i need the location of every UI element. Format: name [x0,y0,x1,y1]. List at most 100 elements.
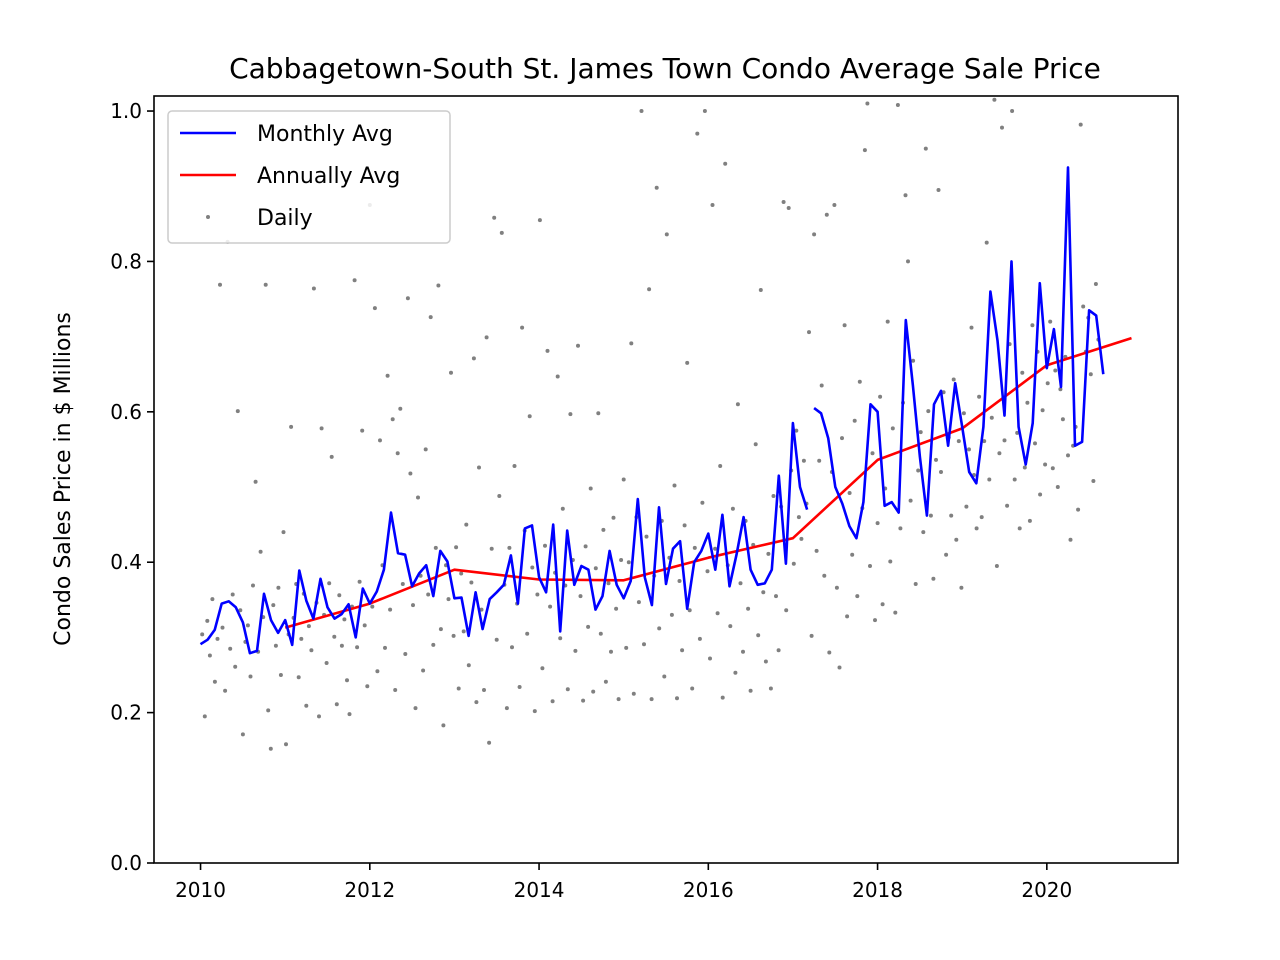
daily-point [959,585,964,590]
daily-point [616,697,621,702]
daily-point [718,464,723,468]
daily-point [477,465,481,470]
daily-point [1091,479,1096,483]
daily-point [245,623,250,628]
daily-point [720,695,725,700]
daily-point [1076,507,1081,512]
daily-point [375,669,380,674]
daily-point [761,590,766,595]
x-tick-label: 2016 [683,878,734,902]
daily-point [365,684,370,689]
daily-point [281,530,286,535]
daily-point [967,447,971,452]
legend-box [167,110,451,244]
y-tick-label: 0.4 [110,550,142,574]
daily-point [408,471,413,476]
x-tick-label: 2014 [514,878,565,902]
daily-point [248,674,253,679]
daily-point [1022,465,1027,470]
legend: Monthly Avg Annually Avg Daily [167,110,451,244]
daily-point [918,430,923,435]
daily-point [233,664,238,669]
daily-point [1068,537,1073,542]
daily-point [1017,526,1022,531]
daily-point [629,341,634,346]
daily-point [682,523,687,528]
daily-point [383,645,387,650]
daily-point [499,230,504,235]
daily-point [781,200,786,204]
daily-point [791,561,796,566]
daily-point [949,513,954,518]
daily-point [893,610,898,615]
daily-point [809,633,814,638]
daily-point [421,668,426,673]
daily-point [588,486,593,491]
daily-point [581,698,586,703]
daily-point [888,559,893,564]
daily-point [1010,109,1015,113]
x-axis: 2010 2012 2014 2016 2018 2020 [175,863,1072,902]
daily-point [921,530,926,535]
monthly-avg-layer [199,166,1105,655]
x-tick-label: 2020 [1021,878,1072,902]
daily-point [1038,492,1043,497]
daily-point [956,439,961,444]
daily-point [433,545,438,550]
daily-point [631,691,636,696]
daily-point [1078,122,1083,127]
daily-point [390,417,395,422]
daily-point [347,712,352,717]
daily-point [994,564,999,568]
daily-point [989,415,994,420]
daily-point [1050,466,1055,471]
daily-point [822,573,827,578]
daily-point [735,402,740,407]
daily-point [487,740,492,745]
daily-point [626,560,631,565]
daily-point [543,543,547,548]
daily-point [794,428,799,433]
daily-point [812,232,817,237]
daily-point [545,348,550,353]
daily-point [624,645,629,650]
daily-point [512,464,517,468]
daily-point [814,548,819,553]
daily-point [520,325,525,330]
daily-point [916,468,921,473]
daily-point [758,288,763,292]
daily-point [746,606,751,611]
daily-point [510,645,514,650]
daily-point [969,325,974,330]
daily-point [317,714,321,719]
daily-point [832,203,837,207]
daily-point [591,689,596,694]
daily-point [517,685,522,689]
daily-point [395,451,400,456]
daily-point [230,592,235,597]
daily-point [583,544,588,549]
daily-point [862,148,867,153]
daily-point [489,546,494,551]
daily-point [1020,370,1025,375]
daily-point [289,424,294,429]
daily-point [327,581,332,586]
daily-point [558,636,563,641]
daily-point [911,358,916,363]
daily-point [611,515,616,520]
daily-point [771,494,776,498]
x-tick-label: 2010 [175,878,226,902]
daily-point [474,700,479,705]
daily-point [723,161,728,166]
daily-point [1081,304,1086,309]
daily-point [1055,485,1060,489]
daily-point [992,97,997,102]
daily-point [654,185,659,190]
daily-point [885,319,890,324]
daily-point [459,571,464,576]
daily-point [319,426,324,431]
daily-point [870,451,875,456]
daily-point [385,373,390,378]
daily-point [868,564,872,568]
